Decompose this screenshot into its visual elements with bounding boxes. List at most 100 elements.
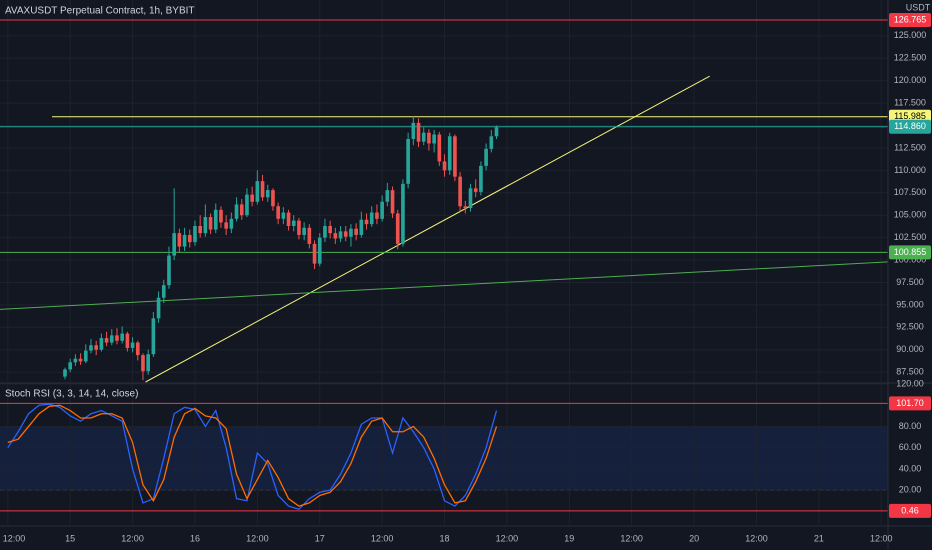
candle-body <box>473 188 478 192</box>
candle-body <box>354 228 358 235</box>
candle-body <box>349 228 353 237</box>
candle-body <box>442 161 447 171</box>
candle-body <box>458 176 462 207</box>
x-tick-label: 16 <box>190 533 200 543</box>
series-line <box>7 404 498 507</box>
candle-body <box>73 358 78 363</box>
price-label: 126.765 <box>894 14 927 24</box>
indicator-title: Stoch RSI (3, 3, 14, 14, close) <box>5 389 138 400</box>
candle-body <box>141 355 145 372</box>
candle-body <box>167 255 171 286</box>
y-tick-label: 87.500 <box>896 367 924 377</box>
candle-body <box>302 227 306 235</box>
x-tick-label: 12:00 <box>3 533 26 543</box>
trend-line <box>0 261 889 310</box>
candle-body <box>489 136 494 149</box>
x-tick-label: 20 <box>689 533 699 543</box>
candle-body <box>234 204 239 219</box>
price-label-box <box>889 396 931 411</box>
candle-body <box>203 217 208 234</box>
y-tick-label: 60.00 <box>899 442 922 452</box>
x-tick-label: 12:00 <box>246 533 269 543</box>
candle-body <box>125 333 130 348</box>
x-tick-label: 12:00 <box>620 533 643 543</box>
candle-body <box>421 132 426 142</box>
candle-body <box>94 345 99 350</box>
candle-body <box>120 333 124 341</box>
series-line <box>7 403 498 511</box>
x-tick-label: 19 <box>564 533 574 543</box>
candle-body <box>395 213 400 244</box>
y-tick-label: 120.000 <box>894 75 927 85</box>
x-tick-label: 12:00 <box>870 533 893 543</box>
candle-body <box>239 204 244 216</box>
price-label-box <box>889 119 931 134</box>
candle-body <box>115 335 119 341</box>
candle-body <box>323 225 327 238</box>
candle-body <box>286 212 291 226</box>
candle-body <box>213 209 218 230</box>
candle-body <box>338 231 343 239</box>
candle-body <box>156 297 161 319</box>
candle-body <box>364 219 369 225</box>
x-tick-label: 18 <box>440 533 450 543</box>
candle-body <box>219 209 223 223</box>
y-tick-label: 97.500 <box>896 277 924 287</box>
x-tick-label: 12:00 <box>496 533 519 543</box>
y-tick-label: 122.500 <box>894 53 927 63</box>
x-tick-label: 17 <box>315 533 325 543</box>
price-label: 0.46 <box>901 505 919 515</box>
candle-body <box>68 362 73 370</box>
candle-body <box>109 335 114 343</box>
candle-body <box>63 369 67 377</box>
price-label: 115.985 <box>894 111 926 121</box>
y-tick-label: 107.500 <box>894 187 927 197</box>
y-tick-label: 105.000 <box>894 210 927 220</box>
candle-body <box>411 122 416 139</box>
y-tick-label: 40.00 <box>899 463 922 473</box>
candle-body <box>198 225 202 234</box>
y-tick-label: 20.00 <box>899 485 922 495</box>
price-label: 100.855 <box>894 247 927 257</box>
candle-body <box>333 233 338 239</box>
marks <box>0 19 889 512</box>
y-tick-label: 90.000 <box>896 344 924 354</box>
y-tick-label: 80.00 <box>899 421 922 431</box>
candle-body <box>224 222 228 229</box>
candle-body <box>297 220 301 235</box>
y-tick-label: 117.500 <box>894 97 926 107</box>
candle-body <box>437 134 442 162</box>
candle-body <box>359 219 364 235</box>
candle-body <box>271 190 275 207</box>
candle-body <box>317 237 322 264</box>
y-tick-label: 95.000 <box>896 299 924 309</box>
candle-body <box>369 212 374 225</box>
x-tick-label: 12:00 <box>371 533 394 543</box>
candle-body <box>385 190 390 202</box>
x-tick-label: 12:00 <box>121 533 144 543</box>
candle-body <box>416 122 421 142</box>
y-tick-label: 110.000 <box>894 165 926 175</box>
axis: 87.500 90.000 92.500 95.000 97.500 100.000 102… <box>3 13 931 543</box>
candle-body <box>161 285 166 298</box>
price-label-box <box>889 503 931 518</box>
candle-body <box>281 212 286 219</box>
candle-body <box>89 345 93 351</box>
price-label-box <box>889 13 931 28</box>
candle-body <box>401 183 405 244</box>
chart-title: AVAXUSDT Perpetual Contract, 1h, BYBIT <box>5 6 195 17</box>
candle-body <box>208 217 213 230</box>
candle-body <box>380 201 384 219</box>
y-tick-label: 120.00 <box>896 378 924 388</box>
candle-body <box>479 165 483 192</box>
candle-body <box>463 206 468 209</box>
candle-body <box>172 233 176 256</box>
candle-body <box>328 225 332 234</box>
candle-body <box>406 138 410 184</box>
y-tick-label: 100.000 <box>894 254 927 264</box>
candle-body <box>135 342 140 356</box>
candle-body <box>343 231 348 237</box>
candle-body <box>427 132 431 144</box>
